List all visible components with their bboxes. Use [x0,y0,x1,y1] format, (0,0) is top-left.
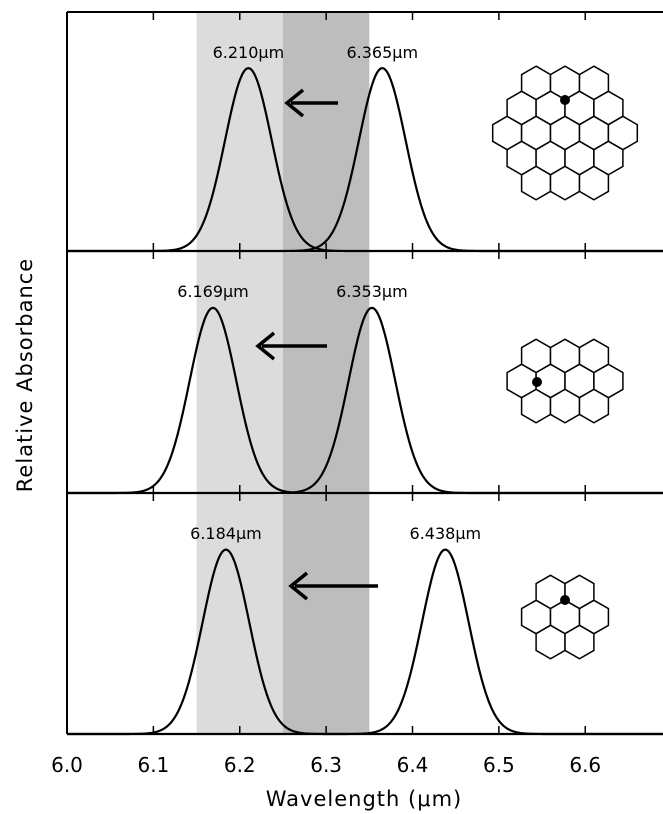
peak-label: 6.438μm [410,524,482,543]
x-tick-label: 6.5 [483,753,515,777]
band [282,12,370,734]
peak-label: 6.169μm [177,282,249,301]
hexagon [578,165,610,201]
arrow-head [288,571,309,601]
hex-cluster [520,574,610,660]
x-tick-label: 6.4 [397,753,429,777]
peak-label: 6.365μm [346,43,418,62]
x-tick-label: 6.3 [310,753,342,777]
hexagon [549,388,581,424]
peak-label: 6.210μm [213,43,285,62]
hexagon [564,624,595,660]
x-tick-label: 6.2 [224,753,256,777]
hexagon [520,388,552,424]
x-tick-label: 6.1 [137,753,169,777]
band [196,12,283,734]
x-axis-label: Wavelength (μm) [266,787,462,811]
y-axis-label: Relative Absorbance [13,258,37,492]
x-tick-label: 6.0 [51,753,83,777]
hexagon [578,388,610,424]
arrow-head [255,331,276,361]
arrow-head [284,88,305,118]
hex-dot [532,377,542,387]
hex-dot [560,595,570,605]
x-tick-label: 6.6 [569,753,601,777]
peak-label: 6.353μm [336,282,408,301]
peak-label: 6.184μm [190,524,262,543]
hex-cluster [506,338,624,424]
hex-cluster [491,65,639,201]
hexagon [535,624,566,660]
hex-dot [560,95,570,105]
